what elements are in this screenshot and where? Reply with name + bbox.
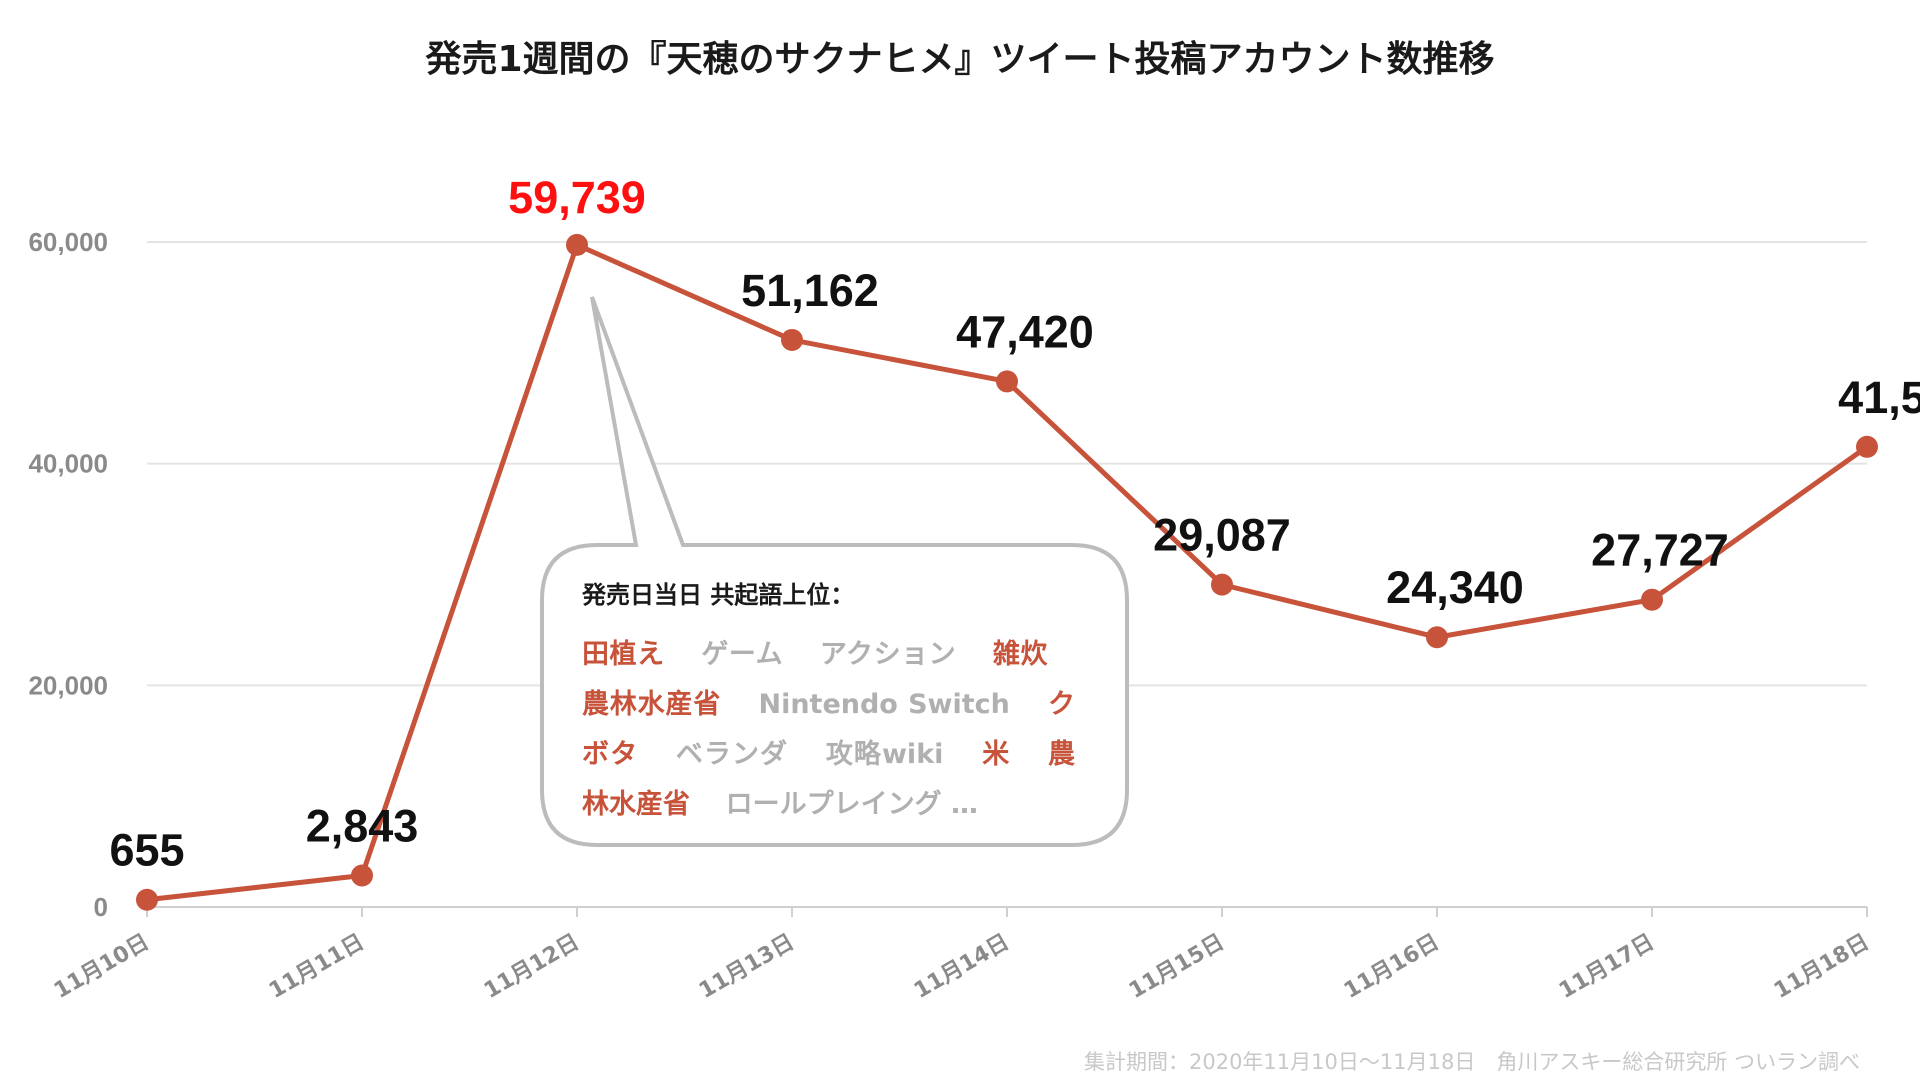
data-point — [136, 888, 158, 911]
x-tick-label: 11月18日 — [1770, 930, 1874, 1004]
data-label: 27,727 — [1591, 525, 1729, 576]
data-label: 655 — [109, 825, 184, 876]
data-label: 29,087 — [1153, 510, 1291, 561]
callout-outline — [540, 296, 1129, 847]
callout-heading: 発売日当日 共起語上位： — [582, 581, 855, 609]
data-label: 41,521 — [1838, 372, 1920, 423]
x-tick-label: 11月17日 — [1555, 930, 1659, 1004]
x-tick-label: 11月16日 — [1340, 930, 1444, 1004]
callout-term: クボタ — [582, 689, 1075, 770]
callout-term: アクション — [819, 639, 957, 670]
callout-term: 攻略wiki — [825, 739, 944, 770]
x-tick-label: 11月10日 — [50, 930, 154, 1004]
callout-term: Nintendo Switch — [758, 689, 1010, 720]
callout-term: ゲーム — [701, 639, 784, 670]
data-labels: 655 2,843 59,739 51,162 47,420 29,087 24,340 27… — [109, 172, 1920, 876]
data-label: 51,162 — [741, 265, 879, 316]
data-point — [1211, 573, 1233, 596]
callout-term: 農林水産省 — [582, 689, 722, 720]
y-tick-label: 0 — [94, 892, 108, 922]
data-point — [996, 370, 1018, 393]
data-point — [1641, 588, 1663, 611]
callout-bubble-shape — [540, 296, 1129, 847]
data-label: 59,739 — [508, 172, 646, 223]
callout-term: 田植え — [582, 639, 665, 670]
data-point — [1856, 435, 1878, 458]
callout-term: ロールプレイング … — [725, 789, 978, 820]
callout-term: 農林水産省 — [582, 739, 1075, 820]
data-point — [351, 864, 373, 887]
x-tick-label: 11月11日 — [265, 930, 369, 1004]
data-label: 47,420 — [956, 306, 1094, 357]
y-tick-label: 40,000 — [28, 449, 108, 479]
y-axis-tick-labels: 0 20,000 40,000 60,000 — [28, 227, 108, 922]
x-tick-label: 11月15日 — [1125, 930, 1229, 1004]
x-axis-tick-labels: 11月10日 11月11日 11月12日 11月13日 11月14日 11月15日 11月1… — [50, 930, 1874, 1004]
y-tick-label: 20,000 — [28, 670, 108, 700]
data-point — [566, 233, 588, 256]
data-label: 24,340 — [1386, 562, 1524, 613]
data-point — [1426, 626, 1448, 649]
chart-title: 発売1週間の『天穂のサクナヒメ』ツイート投稿アカウント数推移 — [425, 39, 1495, 80]
callout-term-list: 田植え ゲーム アクション 雑炊 農林水産省 Nintendo Switch ク… — [582, 630, 1075, 830]
callout-term: 雑炊 — [992, 639, 1049, 670]
source-note: 集計期間：2020年11月10日～11月18日 角川アスキー総合研究所 ついラン… — [1083, 1050, 1860, 1074]
x-axis — [146, 906, 1868, 917]
callout-term: ベランダ — [675, 739, 789, 770]
data-point — [781, 328, 803, 351]
x-tick-label: 11月14日 — [910, 930, 1014, 1004]
data-label: 2,843 — [306, 800, 419, 851]
y-tick-label: 60,000 — [28, 227, 108, 257]
series-points — [136, 233, 1878, 911]
x-tick-label: 11月13日 — [695, 930, 799, 1004]
x-tick-label: 11月12日 — [480, 930, 584, 1004]
callout-term: 米 — [982, 739, 1011, 770]
co-occurrence-callout: 発売日当日 共起語上位： 田植え ゲーム アクション 雑炊 農林水産省 Nint… — [542, 545, 1127, 845]
